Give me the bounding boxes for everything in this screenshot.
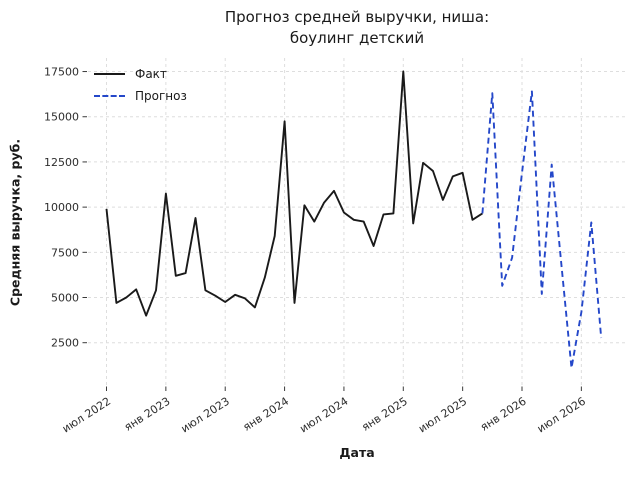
y-tick-label: 10000 bbox=[44, 201, 79, 214]
fact-line-sample bbox=[94, 72, 125, 75]
y-tick-label: 17500 bbox=[44, 66, 79, 79]
x-axis-label: Дата bbox=[339, 445, 375, 460]
fact-line bbox=[105, 70, 483, 317]
legend-item-forecast: Прогноз bbox=[94, 88, 187, 103]
x-tick-label: янв 2025 bbox=[359, 395, 410, 434]
x-tick-label: июл 2024 bbox=[297, 395, 350, 436]
y-tick-label: 7500 bbox=[51, 246, 79, 259]
legend-label-fact: Факт bbox=[135, 66, 167, 81]
y-tick-label: 2500 bbox=[51, 337, 79, 350]
chart-title-line1: Прогноз средней выручки, ниша: bbox=[224, 8, 490, 26]
chart-title: Прогноз средней выручки, ниша: боулинг д… bbox=[88, 7, 626, 49]
x-tick-label: янв 2023 bbox=[122, 395, 173, 434]
legend-item-fact: Факт bbox=[94, 66, 187, 81]
y-tick-label: 15000 bbox=[44, 111, 79, 124]
chart-title-line2: боулинг детский bbox=[289, 29, 425, 47]
forecast-line bbox=[481, 90, 603, 369]
y-tick-label: 12500 bbox=[44, 156, 79, 169]
legend-label-forecast: Прогноз bbox=[135, 88, 187, 103]
x-tick-label: июл 2023 bbox=[179, 395, 232, 436]
legend: Факт Прогноз bbox=[94, 66, 187, 103]
x-tick-label: июл 2026 bbox=[535, 395, 588, 436]
x-tick-label: янв 2024 bbox=[241, 395, 292, 434]
x-tick-label: янв 2026 bbox=[478, 395, 529, 434]
forecast-line-sample bbox=[94, 94, 125, 97]
x-tick-label: июл 2022 bbox=[60, 395, 113, 436]
x-tick-label: июл 2025 bbox=[416, 395, 469, 436]
y-tick-label: 5000 bbox=[51, 292, 79, 305]
